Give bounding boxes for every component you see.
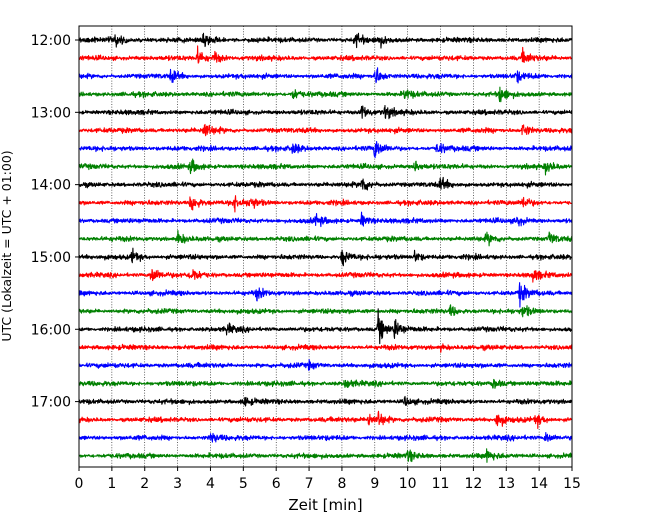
x-tick-label: 0: [75, 476, 84, 492]
x-axis-label: Zeit [min]: [288, 496, 362, 514]
x-tick-label: 1: [107, 476, 116, 492]
trace-1245: [78, 86, 573, 103]
x-axis: 0 1 2 3 4 5 6 7 8 9 10 11 12 13 14 15: [75, 467, 581, 492]
plot-frame: [78, 25, 573, 468]
x-tick-label: 12: [464, 476, 482, 492]
trace-1300: [78, 104, 573, 120]
y-axis-label: UTC (Lokalzeit = UTC + 01:00): [0, 150, 14, 341]
trace-1330: [78, 141, 573, 159]
trace-1345: [78, 158, 573, 176]
x-tick-label: 13: [497, 476, 515, 492]
trace-1715: [78, 410, 573, 430]
x-tick-label: 9: [370, 476, 379, 492]
trace-1630: [78, 359, 573, 371]
trace-1600: [78, 308, 573, 345]
trace-1500: [78, 247, 573, 267]
trace-1315: [78, 123, 573, 137]
trace-1530: [78, 282, 573, 308]
y-tick-label: 15:00: [31, 250, 71, 266]
x-tick-label: 2: [140, 476, 149, 492]
y-axis: 12:00 13:00 14:00 15:00 16:00 17:00: [31, 33, 79, 411]
x-tick-label: 3: [173, 476, 182, 492]
x-tick-label: 10: [399, 476, 417, 492]
trace-1615: [78, 343, 573, 353]
y-tick-label: 13:00: [31, 105, 71, 121]
y-tick-label: 12:00: [31, 33, 71, 49]
trace-1645: [78, 378, 573, 389]
y-tick-label: 14:00: [31, 178, 71, 194]
grid-layer: [111, 26, 540, 467]
trace-1515: [78, 268, 573, 283]
trace-1200: [78, 32, 573, 49]
trace-1545: [78, 304, 573, 318]
x-tick-label: 4: [206, 476, 215, 492]
trace-layer: [78, 32, 573, 463]
x-tick-label: 5: [239, 476, 248, 492]
y-tick-label: 16:00: [31, 322, 71, 338]
x-tick-label: 8: [337, 476, 346, 492]
x-tick-label: 11: [432, 476, 450, 492]
trace-1745: [78, 448, 573, 463]
trace-1230: [78, 67, 573, 84]
x-tick-label: 6: [272, 476, 281, 492]
x-tick-label: 15: [563, 476, 581, 492]
trace-1700: [78, 395, 573, 407]
trace-1730: [78, 432, 573, 443]
x-tick-label: 7: [305, 476, 314, 492]
trace-1415: [78, 195, 573, 213]
trace-1215: [78, 45, 573, 64]
trace-1445: [78, 229, 573, 247]
trace-1430: [78, 211, 573, 228]
x-tick-label: 14: [530, 476, 548, 492]
trace-1400: [78, 176, 573, 191]
y-tick-label: 17:00: [31, 395, 71, 411]
